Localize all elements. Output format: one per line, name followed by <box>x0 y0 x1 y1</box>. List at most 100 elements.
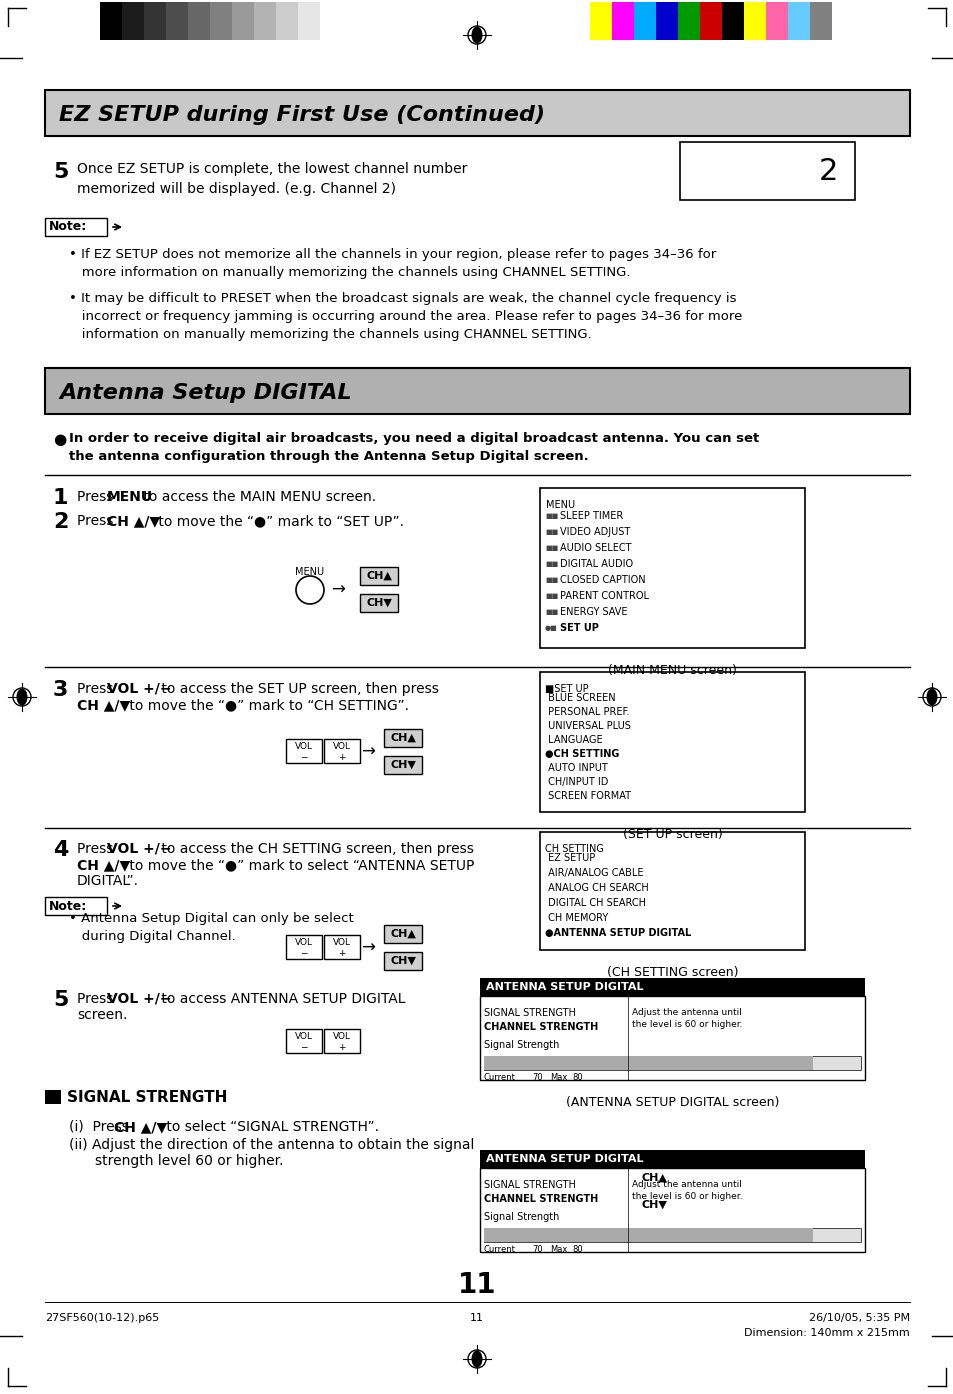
Bar <box>679 142 854 199</box>
Text: CH/INPUT ID: CH/INPUT ID <box>544 776 608 788</box>
Text: VOL
−: VOL − <box>294 1033 313 1051</box>
Bar <box>483 1057 812 1071</box>
Text: Dimension: 140mm x 215mm: Dimension: 140mm x 215mm <box>743 1328 909 1338</box>
Text: screen.: screen. <box>77 1008 128 1022</box>
Bar <box>286 935 322 959</box>
Bar <box>479 1168 864 1252</box>
Text: ■■: ■■ <box>544 592 558 599</box>
Text: CH▼: CH▼ <box>640 1200 666 1210</box>
Bar <box>384 756 421 774</box>
Text: SCREEN FORMAT: SCREEN FORMAT <box>544 790 630 802</box>
Text: CH▼: CH▼ <box>390 760 416 769</box>
Bar <box>384 926 421 942</box>
Ellipse shape <box>471 26 482 43</box>
Text: LANGUAGE: LANGUAGE <box>544 735 602 744</box>
Text: to move the “●” mark to “SET UP”.: to move the “●” mark to “SET UP”. <box>153 514 403 528</box>
Bar <box>45 896 107 914</box>
Text: CHANNEL STRENGTH: CHANNEL STRENGTH <box>483 1022 598 1032</box>
Text: • If EZ SETUP does not memorize all the channels in your region, please refer to: • If EZ SETUP does not memorize all the … <box>69 248 716 279</box>
Bar <box>589 1 612 40</box>
Text: Press: Press <box>77 993 117 1006</box>
Bar <box>635 1196 672 1214</box>
Text: SIGNAL STRENGTH: SIGNAL STRENGTH <box>483 1179 576 1190</box>
Text: DIGITAL”.: DIGITAL”. <box>77 874 139 888</box>
Text: CLOSED CAPTION: CLOSED CAPTION <box>559 574 645 585</box>
Text: UNIVERSAL PLUS: UNIVERSAL PLUS <box>544 721 630 730</box>
Text: ●CH SETTING: ●CH SETTING <box>544 749 618 758</box>
Ellipse shape <box>925 689 937 705</box>
Text: ■■: ■■ <box>544 609 558 615</box>
Bar <box>479 1150 864 1168</box>
Bar <box>45 91 909 137</box>
Text: Note:: Note: <box>49 220 87 234</box>
Bar <box>286 739 322 763</box>
Text: ANTENNA SETUP DIGITAL: ANTENNA SETUP DIGITAL <box>485 981 643 993</box>
Text: VOL
+: VOL + <box>333 938 351 958</box>
Bar <box>483 1057 861 1071</box>
Text: ■■: ■■ <box>544 513 558 519</box>
Text: to access the CH SETTING screen, then press: to access the CH SETTING screen, then pr… <box>157 842 474 856</box>
Text: Max: Max <box>550 1245 567 1253</box>
Text: (MAIN MENU screen): (MAIN MENU screen) <box>607 664 736 677</box>
Text: Press: Press <box>77 842 117 856</box>
Bar <box>635 1170 672 1188</box>
Text: (SET UP screen): (SET UP screen) <box>622 828 721 841</box>
Text: to access ANTENNA SETUP DIGITAL: to access ANTENNA SETUP DIGITAL <box>157 993 405 1006</box>
Text: AUTO INPUT: AUTO INPUT <box>544 763 607 774</box>
Bar <box>384 952 421 970</box>
Bar <box>324 739 359 763</box>
Text: 27SF560(10-12).p65: 27SF560(10-12).p65 <box>45 1313 159 1323</box>
Text: Adjust the antenna until: Adjust the antenna until <box>631 1179 741 1189</box>
Bar <box>656 1 678 40</box>
Text: Press: Press <box>77 682 117 696</box>
Text: • It may be difficult to PRESET when the broadcast signals are weak, the channel: • It may be difficult to PRESET when the… <box>69 291 741 342</box>
Bar <box>100 1 122 40</box>
Text: VOL
+: VOL + <box>333 742 351 761</box>
Bar <box>324 1029 359 1052</box>
Text: CH ▲/▼: CH ▲/▼ <box>113 1119 167 1133</box>
Bar <box>45 368 909 414</box>
Bar <box>286 1029 322 1052</box>
Text: to access the MAIN MENU screen.: to access the MAIN MENU screen. <box>139 491 375 505</box>
Text: 5: 5 <box>53 162 69 183</box>
Ellipse shape <box>16 689 28 705</box>
Text: Adjust the antenna until: Adjust the antenna until <box>631 1008 741 1018</box>
Bar <box>479 995 864 1080</box>
Text: EZ SETUP: EZ SETUP <box>544 853 595 863</box>
Text: MENU: MENU <box>107 491 153 505</box>
Text: PERSONAL PREF.: PERSONAL PREF. <box>544 707 629 717</box>
Text: CH MEMORY: CH MEMORY <box>544 913 608 923</box>
Text: VOL
−: VOL − <box>294 742 313 761</box>
Text: SLEEP TIMER: SLEEP TIMER <box>559 512 622 521</box>
Text: 4: 4 <box>53 841 69 860</box>
Text: SET UP: SET UP <box>559 623 598 633</box>
Text: CH▲: CH▲ <box>640 1172 666 1184</box>
Text: VOL
+: VOL + <box>333 1033 351 1051</box>
Text: (ANTENNA SETUP DIGITAL screen): (ANTENNA SETUP DIGITAL screen) <box>565 1096 779 1110</box>
Text: ■SET UP: ■SET UP <box>544 684 588 694</box>
Text: VOL +/−: VOL +/− <box>107 993 172 1006</box>
Text: ENERGY SAVE: ENERGY SAVE <box>559 606 627 618</box>
Text: CH▲: CH▲ <box>366 572 392 581</box>
Bar <box>612 1 634 40</box>
Text: ANTENNA SETUP DIGITAL: ANTENNA SETUP DIGITAL <box>485 1154 643 1164</box>
Text: ■■: ■■ <box>544 545 558 551</box>
Bar <box>275 1 297 40</box>
Text: CH▼: CH▼ <box>366 598 392 608</box>
Text: SIGNAL STRENGTH: SIGNAL STRENGTH <box>67 1090 227 1104</box>
Text: 80: 80 <box>572 1072 582 1082</box>
Bar <box>188 1 210 40</box>
Bar <box>678 1 700 40</box>
Text: ●: ● <box>53 432 66 447</box>
Text: to move the “●” mark to select “ANTENNA SETUP: to move the “●” mark to select “ANTENNA … <box>125 857 474 873</box>
Bar <box>539 488 804 648</box>
Text: Antenna Setup DIGITAL: Antenna Setup DIGITAL <box>59 383 352 403</box>
Bar <box>297 1 319 40</box>
Text: Press: Press <box>77 514 117 528</box>
Bar <box>253 1 275 40</box>
Text: strength level 60 or higher.: strength level 60 or higher. <box>95 1154 283 1168</box>
Text: ANALOG CH SEARCH: ANALOG CH SEARCH <box>544 882 648 894</box>
Bar <box>144 1 166 40</box>
Text: CH▼: CH▼ <box>390 956 416 966</box>
Text: to move the “●” mark to “CH SETTING”.: to move the “●” mark to “CH SETTING”. <box>125 698 409 712</box>
